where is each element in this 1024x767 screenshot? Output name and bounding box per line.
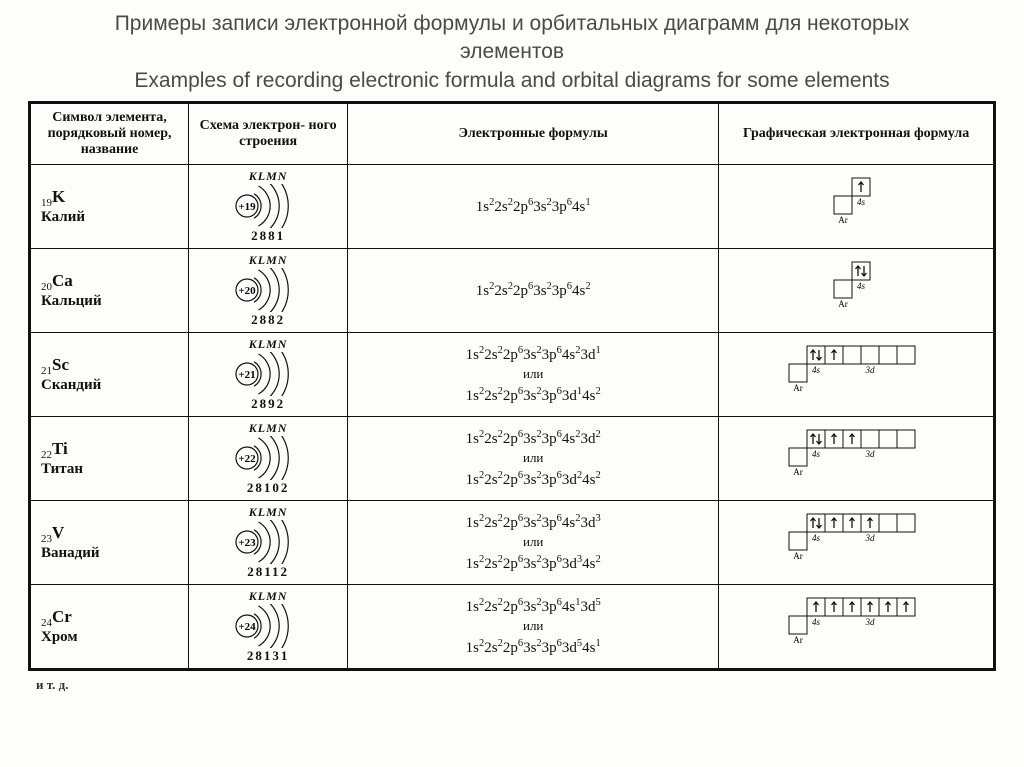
header-col3: Электронные формулы [348, 103, 719, 165]
svg-text:4s: 4s [812, 533, 821, 543]
element-cell: 19KКалий [30, 165, 189, 249]
orbital-cell: Ar 4s [719, 249, 995, 333]
header-col1: Символ элемента, порядковый номер, назва… [30, 103, 189, 165]
svg-text:+22: +22 [238, 453, 256, 465]
svg-text:4s: 4s [812, 449, 821, 459]
svg-text:3d: 3d [865, 617, 876, 627]
orbital-diagram-icon: Ar 4s 3d [788, 596, 924, 652]
element-cell: 24CrХром [30, 585, 189, 670]
orbital-diagram-icon: Ar 4s [833, 260, 879, 316]
svg-text:4s: 4s [812, 617, 821, 627]
title-en: Examples of recording electronic formula… [134, 69, 889, 92]
page-title: Примеры записи электронной формулы и орб… [0, 0, 1024, 101]
formula-cell: 1s22s22p63s23p64s23d1или1s22s22p63s23p63… [348, 333, 719, 417]
scheme-cell: KLMN +23 28112 [189, 501, 348, 585]
shell-diagram-icon: +21 [229, 352, 307, 396]
svg-text:Ar: Ar [838, 215, 848, 225]
svg-text:3d: 3d [865, 365, 876, 375]
title-ru: Примеры записи электронной формулы и орб… [115, 12, 910, 63]
footer-etc: и т. д. [0, 671, 1024, 693]
orbital-diagram-icon: Ar 4s 3d [788, 512, 924, 568]
svg-text:Ar: Ar [793, 383, 803, 393]
table-container: Символ элемента, порядковый номер, назва… [28, 101, 996, 671]
formula-cell: 1s22s22p63s23p64s1 [348, 165, 719, 249]
svg-text:+21: +21 [238, 369, 255, 381]
svg-text:4s: 4s [857, 197, 866, 207]
svg-text:+19: +19 [238, 201, 256, 213]
scheme-cell: KLMN +22 28102 [189, 417, 348, 501]
element-cell: 21ScСкандий [30, 333, 189, 417]
formula-cell: 1s22s22p63s23p64s2 [348, 249, 719, 333]
orbital-diagram-icon: Ar 4s 3d [788, 344, 924, 400]
formula-cell: 1s22s22p63s23p64s23d3или1s22s22p63s23p63… [348, 501, 719, 585]
table-row: 20CaКальцийKLMN +20 28821s22s22p63s23p64… [30, 249, 995, 333]
formula-cell: 1s22s22p63s23p64s23d2или1s22s22p63s23p63… [348, 417, 719, 501]
header-col2: Схема электрон- ного строения [189, 103, 348, 165]
scheme-cell: KLMN +21 2892 [189, 333, 348, 417]
svg-text:3d: 3d [865, 533, 876, 543]
svg-text:Ar: Ar [793, 551, 803, 561]
formula-cell: 1s22s22p63s23p64s13d5или1s22s22p63s23p63… [348, 585, 719, 670]
shell-diagram-icon: +24 [229, 604, 307, 648]
svg-text:3d: 3d [865, 449, 876, 459]
orbital-cell: Ar 4s [719, 165, 995, 249]
element-cell: 22TiТитан [30, 417, 189, 501]
table-row: 23VВанадийKLMN +23 281121s22s22p63s23p64… [30, 501, 995, 585]
svg-text:4s: 4s [812, 365, 821, 375]
header-row: Символ элемента, порядковый номер, назва… [30, 103, 995, 165]
table-row: 19KКалийKLMN +19 28811s22s22p63s23p64s1 A… [30, 165, 995, 249]
shell-diagram-icon: +19 [229, 184, 307, 228]
orbital-cell: Ar 4s 3d [719, 417, 995, 501]
svg-text:4s: 4s [857, 281, 866, 291]
svg-text:Ar: Ar [793, 635, 803, 645]
orbital-diagram-icon: Ar 4s 3d [788, 428, 924, 484]
svg-text:+23: +23 [238, 537, 256, 549]
shell-diagram-icon: +23 [229, 520, 307, 564]
shell-diagram-icon: +22 [229, 436, 307, 480]
svg-text:Ar: Ar [793, 467, 803, 477]
svg-text:Ar: Ar [838, 299, 848, 309]
svg-text:+24: +24 [238, 621, 256, 633]
table-row: 21ScСкандийKLMN +21 28921s22s22p63s23p64… [30, 333, 995, 417]
scheme-cell: KLMN +20 2882 [189, 249, 348, 333]
electron-table: Символ элемента, порядковый номер, назва… [28, 101, 996, 671]
orbital-diagram-icon: Ar 4s [833, 176, 879, 232]
scheme-cell: KLMN +24 28131 [189, 585, 348, 670]
scheme-cell: KLMN +19 2881 [189, 165, 348, 249]
orbital-cell: Ar 4s 3d [719, 585, 995, 670]
element-cell: 23VВанадий [30, 501, 189, 585]
table-row: 22TiТитанKLMN +22 281021s22s22p63s23p64s… [30, 417, 995, 501]
orbital-cell: Ar 4s 3d [719, 333, 995, 417]
element-cell: 20CaКальций [30, 249, 189, 333]
shell-diagram-icon: +20 [229, 268, 307, 312]
orbital-cell: Ar 4s 3d [719, 501, 995, 585]
table-row: 24CrХромKLMN +24 281311s22s22p63s23p64s1… [30, 585, 995, 670]
svg-text:+20: +20 [238, 285, 256, 297]
header-col4: Графическая электронная формула [719, 103, 995, 165]
